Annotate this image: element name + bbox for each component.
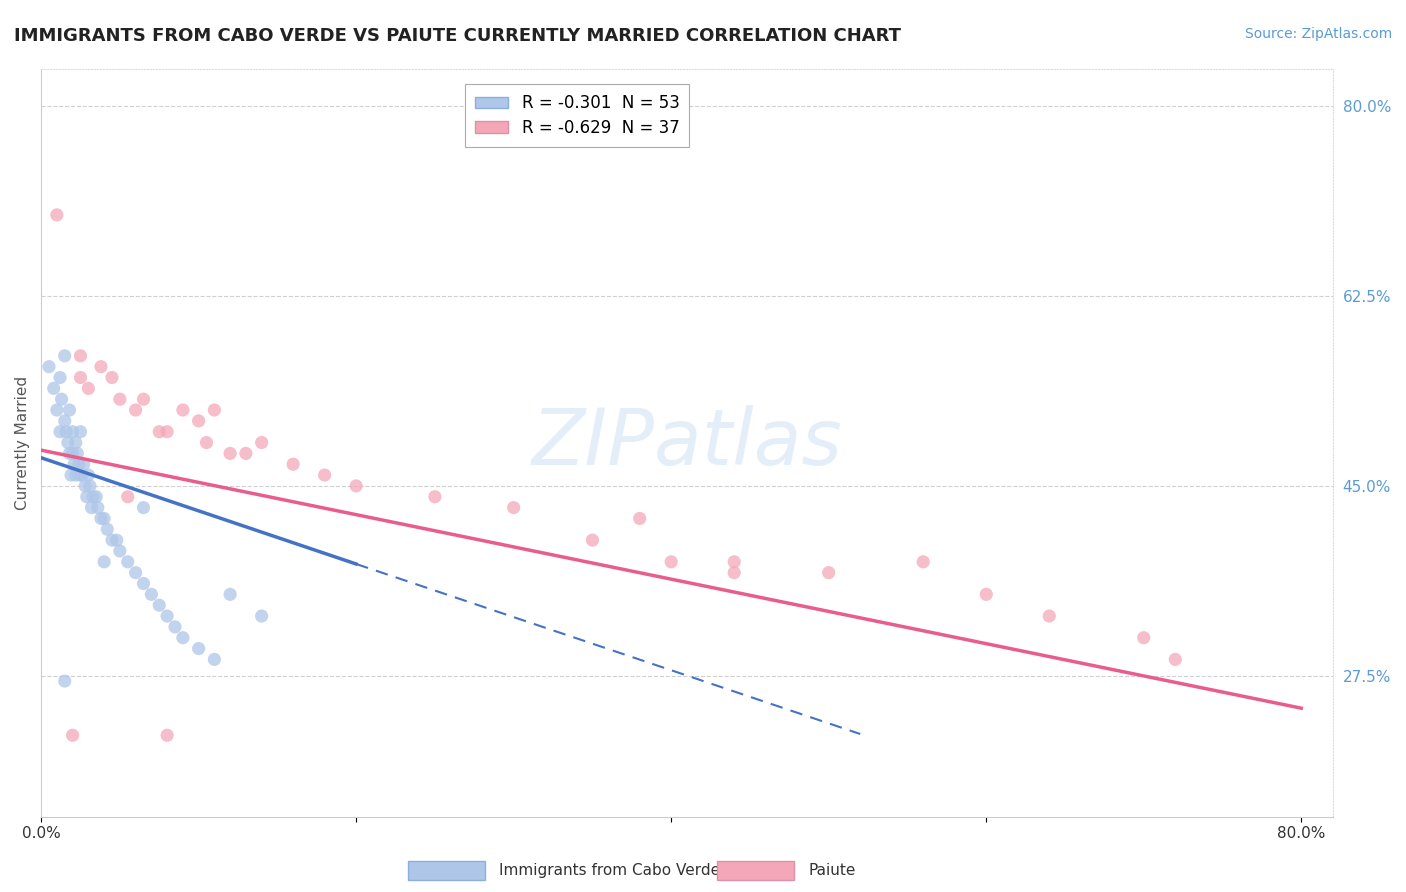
Text: IMMIGRANTS FROM CABO VERDE VS PAIUTE CURRENTLY MARRIED CORRELATION CHART: IMMIGRANTS FROM CABO VERDE VS PAIUTE CUR… xyxy=(14,27,901,45)
Point xyxy=(344,479,367,493)
Point xyxy=(53,349,76,363)
Point xyxy=(108,392,131,407)
Point xyxy=(235,446,257,460)
Point xyxy=(45,403,67,417)
Y-axis label: Currently Married: Currently Married xyxy=(15,376,30,509)
Point xyxy=(75,479,97,493)
Point xyxy=(132,576,155,591)
Point xyxy=(51,392,73,407)
Point xyxy=(1132,631,1154,645)
Point xyxy=(69,370,91,384)
Point xyxy=(69,468,91,483)
Point xyxy=(76,490,98,504)
Point xyxy=(77,381,100,395)
Point xyxy=(62,446,84,460)
Point xyxy=(69,349,91,363)
Point xyxy=(82,490,104,504)
Point xyxy=(187,641,209,656)
Point xyxy=(108,544,131,558)
Point xyxy=(62,425,84,439)
Point xyxy=(195,435,218,450)
Point xyxy=(187,414,209,428)
Text: ZIPatlas: ZIPatlas xyxy=(531,405,842,481)
Point xyxy=(70,468,93,483)
Point xyxy=(72,457,94,471)
Point xyxy=(163,620,186,634)
Point xyxy=(49,370,72,384)
Point xyxy=(58,403,80,417)
Point xyxy=(101,370,124,384)
Point xyxy=(219,446,242,460)
Text: Source: ZipAtlas.com: Source: ZipAtlas.com xyxy=(1244,27,1392,41)
Point xyxy=(250,609,273,624)
Point xyxy=(1164,652,1187,666)
Point xyxy=(77,468,100,483)
Point xyxy=(723,566,745,580)
Point xyxy=(60,468,83,483)
Point xyxy=(124,566,146,580)
Point xyxy=(124,403,146,417)
Point xyxy=(172,403,194,417)
Point xyxy=(117,555,139,569)
Point xyxy=(49,425,72,439)
Text: Paiute: Paiute xyxy=(808,863,856,878)
Point xyxy=(67,457,90,471)
Point xyxy=(105,533,128,548)
Point xyxy=(38,359,60,374)
Point xyxy=(93,555,115,569)
Point xyxy=(156,609,179,624)
Point xyxy=(84,490,107,504)
Point xyxy=(132,500,155,515)
Point xyxy=(58,446,80,460)
Point xyxy=(148,425,170,439)
Point xyxy=(132,392,155,407)
Point xyxy=(90,511,112,525)
Point xyxy=(56,435,79,450)
Legend: R = -0.301  N = 53, R = -0.629  N = 37: R = -0.301 N = 53, R = -0.629 N = 37 xyxy=(465,85,689,147)
Point xyxy=(148,598,170,612)
Point xyxy=(53,414,76,428)
Point xyxy=(723,555,745,569)
Point xyxy=(974,587,997,601)
Point xyxy=(423,490,446,504)
Point xyxy=(69,425,91,439)
Point xyxy=(87,500,110,515)
Point xyxy=(117,490,139,504)
Point xyxy=(63,457,86,471)
Point xyxy=(1038,609,1060,624)
Point xyxy=(53,674,76,689)
Point xyxy=(202,403,225,417)
Point xyxy=(659,555,682,569)
Point xyxy=(628,511,651,525)
Point xyxy=(581,533,603,548)
Point xyxy=(79,479,101,493)
Point xyxy=(141,587,163,601)
Point xyxy=(502,500,524,515)
Point xyxy=(172,631,194,645)
Point xyxy=(219,587,242,601)
Point xyxy=(42,381,65,395)
Point xyxy=(156,425,179,439)
Point xyxy=(65,435,87,450)
Text: Immigrants from Cabo Verde: Immigrants from Cabo Verde xyxy=(499,863,720,878)
Point xyxy=(314,468,336,483)
Point xyxy=(93,511,115,525)
Point xyxy=(55,425,77,439)
Point xyxy=(156,728,179,742)
Point xyxy=(90,359,112,374)
Point xyxy=(250,435,273,450)
Point xyxy=(45,208,67,222)
Point xyxy=(80,500,103,515)
Point xyxy=(281,457,304,471)
Point xyxy=(817,566,839,580)
Point xyxy=(65,468,87,483)
Point xyxy=(96,522,118,536)
Point xyxy=(912,555,935,569)
Point xyxy=(202,652,225,666)
Point xyxy=(101,533,124,548)
Point xyxy=(62,728,84,742)
Point xyxy=(66,446,89,460)
